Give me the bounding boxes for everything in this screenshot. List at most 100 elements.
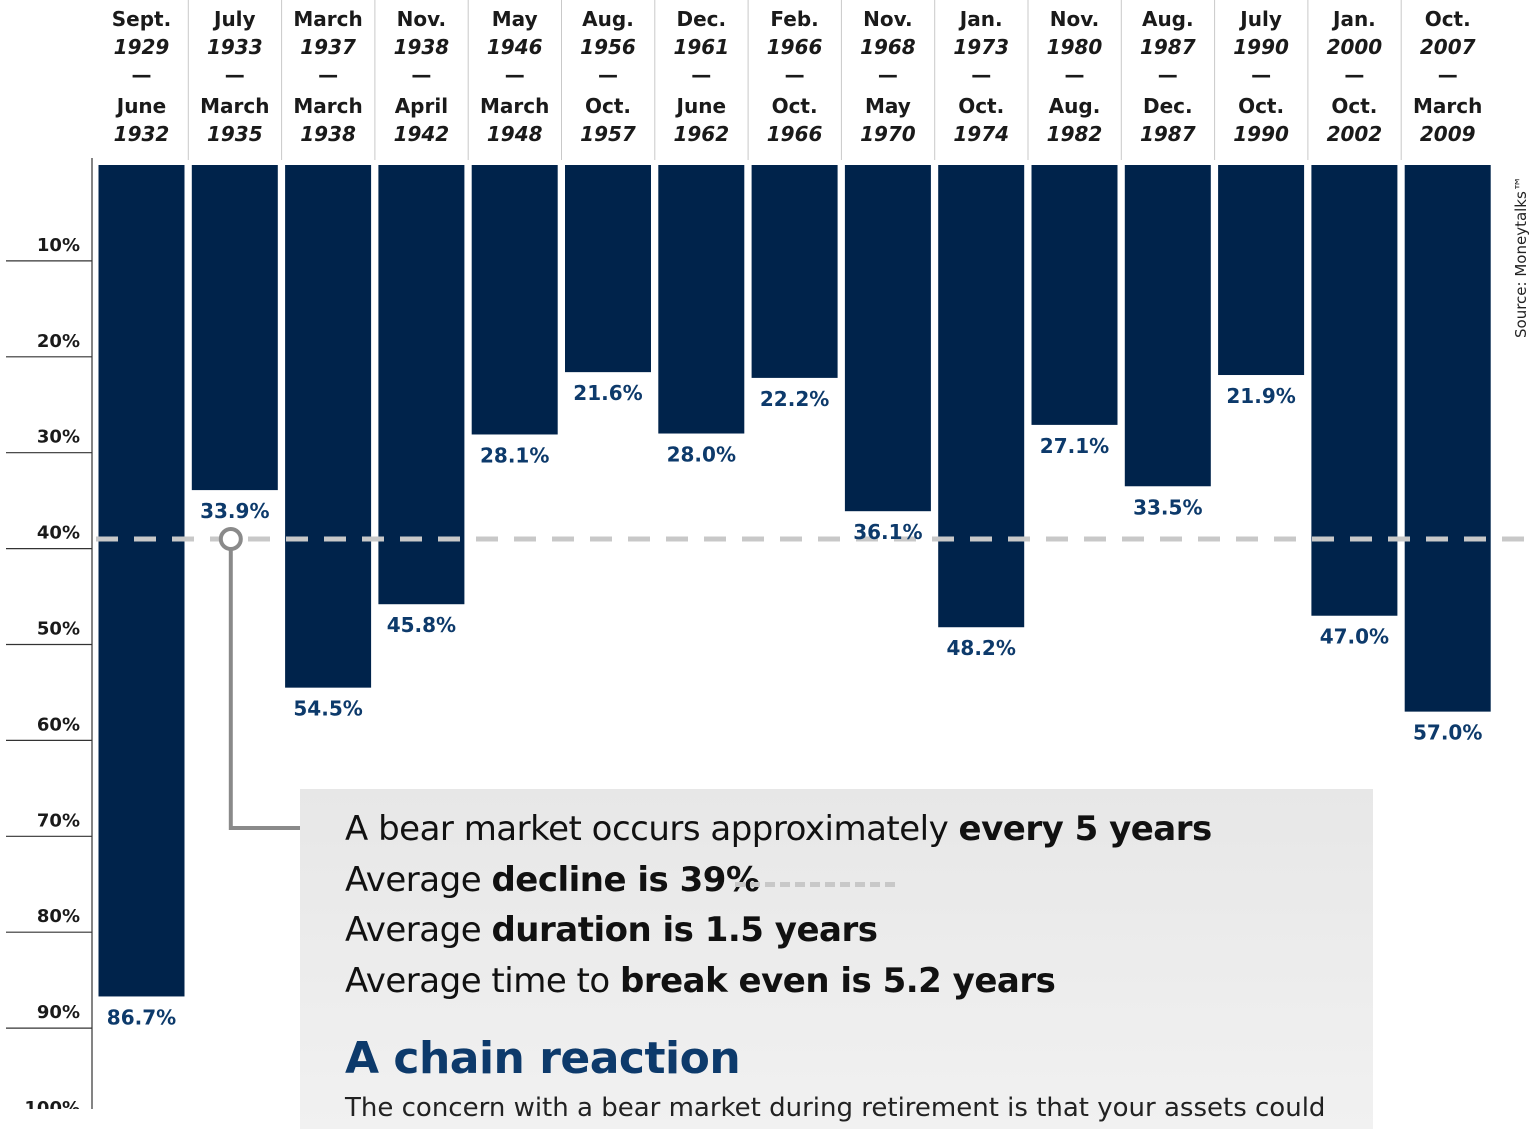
- header-start-month: Aug.: [1142, 7, 1194, 31]
- value-label: 47.0%: [1320, 625, 1389, 649]
- stat-decline: Average decline is 39%: [345, 860, 760, 900]
- value-label: 36.1%: [853, 520, 922, 544]
- y-tick-label: 60%: [37, 714, 80, 735]
- value-label: 27.1%: [1040, 434, 1109, 458]
- header-start-year: 1980: [1047, 35, 1103, 59]
- value-label: 57.0%: [1413, 721, 1482, 745]
- y-tick-label: 80%: [37, 906, 80, 927]
- value-label: 21.9%: [1226, 384, 1295, 408]
- callout-connector: [228, 549, 305, 830]
- stat-break-even: Average time to break even is 5.2 years: [345, 961, 1056, 1001]
- value-label: 45.8%: [387, 613, 456, 637]
- value-label: 28.0%: [667, 443, 736, 467]
- header-end-year: 2009: [1420, 122, 1476, 146]
- header-end-month: Dec.: [1143, 94, 1193, 118]
- bar: [1311, 165, 1398, 616]
- bar: [658, 165, 745, 434]
- y-tick-label: 70%: [37, 810, 80, 831]
- source-note: Source: Moneytalks™: [1512, 176, 1530, 338]
- header-dash: —: [785, 63, 805, 87]
- header-start-month: Nov.: [863, 7, 912, 31]
- header-end-month: Aug.: [1049, 94, 1101, 118]
- y-tick-label: 10%: [37, 235, 80, 256]
- header-start-month: Feb.: [770, 7, 818, 31]
- header-start-month: March: [293, 7, 362, 31]
- header-end-year: 1935: [207, 122, 263, 146]
- header-dash: —: [225, 63, 245, 87]
- value-label: 54.5%: [293, 697, 362, 721]
- bar: [844, 165, 931, 512]
- header-start-month: Oct.: [1425, 7, 1471, 31]
- header-end-month: June: [675, 94, 726, 118]
- value-label: 28.1%: [480, 443, 549, 467]
- header-start-month: Aug.: [582, 7, 634, 31]
- header-end-year: 1948: [487, 122, 543, 146]
- stat-duration: Average duration is 1.5 years: [345, 910, 878, 950]
- header-dash: —: [1438, 63, 1458, 87]
- bar: [98, 165, 185, 997]
- header-end-month: Oct.: [585, 94, 631, 118]
- header-end-year: 1942: [394, 122, 450, 146]
- average-decline-dash: [735, 882, 895, 887]
- value-label: 21.6%: [573, 381, 642, 405]
- header-start-month: Sept.: [112, 7, 171, 31]
- bar: [471, 165, 558, 435]
- y-tick-label: 50%: [37, 619, 80, 640]
- header-start-year: 1937: [300, 35, 356, 59]
- header-end-month: June: [115, 94, 166, 118]
- value-label: 86.7%: [107, 1005, 176, 1029]
- value-label: 48.2%: [947, 636, 1016, 660]
- header-end-year: 1966: [767, 122, 823, 146]
- header-end-month: Oct.: [1238, 94, 1284, 118]
- callout-start-dot: [218, 527, 243, 552]
- header-end-year: 1938: [300, 122, 356, 146]
- header-dash: —: [1158, 63, 1178, 87]
- y-tick-label: 40%: [37, 523, 80, 544]
- header-start-month: Dec.: [676, 7, 726, 31]
- header-start-year: 1938: [394, 35, 450, 59]
- section-heading: A chain reaction: [345, 1033, 741, 1084]
- header-end-month: May: [865, 94, 911, 118]
- header-start-year: 1929: [114, 35, 170, 59]
- header-dash: —: [318, 63, 338, 87]
- bar: [1124, 165, 1211, 487]
- y-tick-label: 30%: [37, 427, 80, 448]
- stat-frequency: A bear market occurs approximately every…: [345, 809, 1212, 849]
- header-dash: —: [971, 63, 991, 87]
- header-dash: —: [1065, 63, 1085, 87]
- header-dash: —: [505, 63, 525, 87]
- header-end-month: March: [293, 94, 362, 118]
- header-start-year: 1933: [207, 35, 263, 59]
- header-end-month: March: [1413, 94, 1482, 118]
- header-start-year: 1990: [1233, 35, 1289, 59]
- header-start-month: Jan.: [1331, 7, 1376, 31]
- header-start-month: May: [492, 7, 538, 31]
- header-start-month: July: [212, 7, 256, 31]
- header-start-year: 2007: [1420, 35, 1476, 59]
- header-start-year: 1961: [673, 35, 729, 59]
- header-end-month: Oct.: [958, 94, 1004, 118]
- header-dash: —: [598, 63, 618, 87]
- header-start-year: 1987: [1140, 35, 1196, 59]
- info-box: A bear market occurs approximately every…: [300, 789, 1373, 1129]
- bar: [1031, 165, 1118, 425]
- y-tick-label: 100%: [24, 1098, 80, 1109]
- header-end-month: Oct.: [1331, 94, 1377, 118]
- bar: [285, 165, 372, 688]
- header-end-year: 1957: [580, 122, 636, 146]
- header-end-month: March: [200, 94, 269, 118]
- header-end-year: 1974: [953, 122, 1009, 146]
- bar: [938, 165, 1025, 628]
- bar: [1218, 165, 1305, 376]
- header-start-month: Jan.: [958, 7, 1003, 31]
- header-end-year: 2002: [1327, 122, 1383, 146]
- header-dash: —: [1251, 63, 1271, 87]
- header-dash: —: [691, 63, 711, 87]
- header-end-year: 1990: [1233, 122, 1289, 146]
- bar: [565, 165, 651, 373]
- header-dash: —: [132, 63, 152, 87]
- header-end-year: 1987: [1140, 122, 1196, 146]
- header-end-month: March: [480, 94, 549, 118]
- header-end-month: April: [395, 94, 448, 118]
